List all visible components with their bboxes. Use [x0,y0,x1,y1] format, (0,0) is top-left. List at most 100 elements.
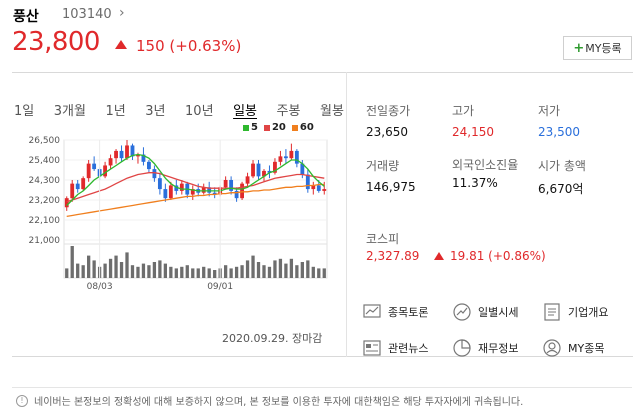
volume-block: 거래량 146,975 [366,157,416,194]
daily-price-label: 일별시세 [478,306,519,319]
y-tick-label: 22,100 [29,216,61,226]
volume-label: 거래량 [366,159,400,173]
volume-bar [202,266,206,278]
legend-item-5: 5 [243,122,258,133]
chart-board-icon [362,302,382,322]
x-tick-label: 08/03 [87,282,113,292]
volume-bar [284,263,288,278]
candle-body [207,187,212,193]
tab-2[interactable]: 1년 [105,104,126,119]
volume-bar [306,260,310,278]
my-stocks-link[interactable]: MY종목 [542,338,604,358]
volume-bar [76,263,80,278]
tab-6[interactable]: 주봉 [276,104,301,119]
volume-bar [317,268,321,278]
candle-body [311,185,316,190]
volume-bar [273,260,277,278]
volume-bar [108,258,113,278]
candle-body [136,154,140,157]
legend-swatch [243,124,249,131]
tab-4[interactable]: 10년 [185,104,214,119]
candle-body [64,198,69,208]
tab-5[interactable]: 일봉 [233,104,257,119]
panel-divider [346,72,347,357]
volume-bar [262,265,266,278]
volume-bar [245,260,250,278]
volume-bar [229,268,233,278]
volume-bar [278,258,283,278]
candle-body [294,150,299,164]
candle-body [108,158,113,166]
price-chart[interactable]: 26,500 25,400 24,300 23,200 22,100 21,000 08/0… [22,132,332,292]
kospi-up-arrow-icon [434,252,444,260]
volume-bar [180,266,184,278]
volume-bar [163,263,168,278]
tab-7[interactable]: 월봉 [319,104,344,119]
candle-body [305,174,310,190]
candle-body [201,187,206,193]
chevron-right-icon[interactable]: › [119,5,125,21]
candle-body [125,145,129,159]
high-label: 고가 [452,104,475,118]
volume-bar [185,265,189,278]
volume-bar [136,266,140,278]
low-label: 저가 [538,104,561,118]
volume-bar [240,265,244,278]
prev-close-label: 전일종가 [366,104,411,118]
tab-1[interactable]: 3개월 [53,104,86,119]
volume-bar [191,268,195,278]
stock-code-link[interactable]: 103140 [62,7,112,22]
y-tick-label: 24,300 [29,176,61,186]
y-tick-label: 23,200 [29,196,61,206]
candle-body [81,178,86,190]
volume-bar [267,266,272,278]
volume-bar [114,255,118,278]
candle-body [114,150,118,159]
disclaimer-text: 네이버는 본정보의 정확성에 대해 보증하지 않으며, 본 정보를 이용한 투자… [34,397,524,408]
up-arrow-icon [115,40,127,49]
candle-body [245,176,250,184]
volume-bar [322,268,326,278]
kospi-label: 코스피 [366,232,400,246]
candle-body [163,189,168,199]
candle-body [212,192,217,195]
candle-body [262,170,266,177]
foreign-value: 11.37% [452,176,498,190]
volume-bar [158,260,162,278]
candle-body [157,178,162,190]
tab-0[interactable]: 1일 [14,104,35,119]
info-icon: ! [16,394,28,407]
volume-bar [152,262,157,278]
prev-close-value: 23,650 [366,125,408,139]
volume-bar [169,266,173,278]
related-news-link[interactable]: 관련뉴스 [362,338,428,358]
volume-bar [256,262,261,278]
volume-value: 146,975 [366,180,416,194]
candle-body [174,185,179,191]
chart-date: 2020.09.29. 장마감 [222,332,323,345]
trend-circle-icon [452,302,472,322]
daily-price-link[interactable]: 일별시세 [452,302,518,322]
mcap-label: 시가 총액 [538,159,586,173]
x-tick-label: 09/01 [207,282,233,292]
kospi-value: 2,327.89 [366,249,420,263]
company-overview-link[interactable]: 기업개요 [542,302,608,322]
volume-bar [213,270,217,278]
financial-info-link[interactable]: 재무정보 [452,338,518,358]
legend-swatch [263,124,270,131]
y-tick-label: 25,400 [29,156,61,166]
candle-body [130,145,135,157]
candle-body [273,161,277,173]
volume-bar [295,265,299,278]
legend-label: 20 [271,122,286,133]
high-block: 고가 24,150 [452,102,494,139]
candle-body [267,170,272,173]
financial-info-label: 재무정보 [478,342,519,355]
discussion-label: 종목토론 [388,306,429,319]
my-register-button[interactable]: + MY등록 [563,36,632,60]
low-block: 저가 23,500 [538,102,580,139]
tab-3[interactable]: 3년 [145,104,166,119]
volume-bar [141,263,146,278]
discussion-link[interactable]: 종목토론 [362,302,428,322]
my-register-label: MY등록 [585,42,622,55]
